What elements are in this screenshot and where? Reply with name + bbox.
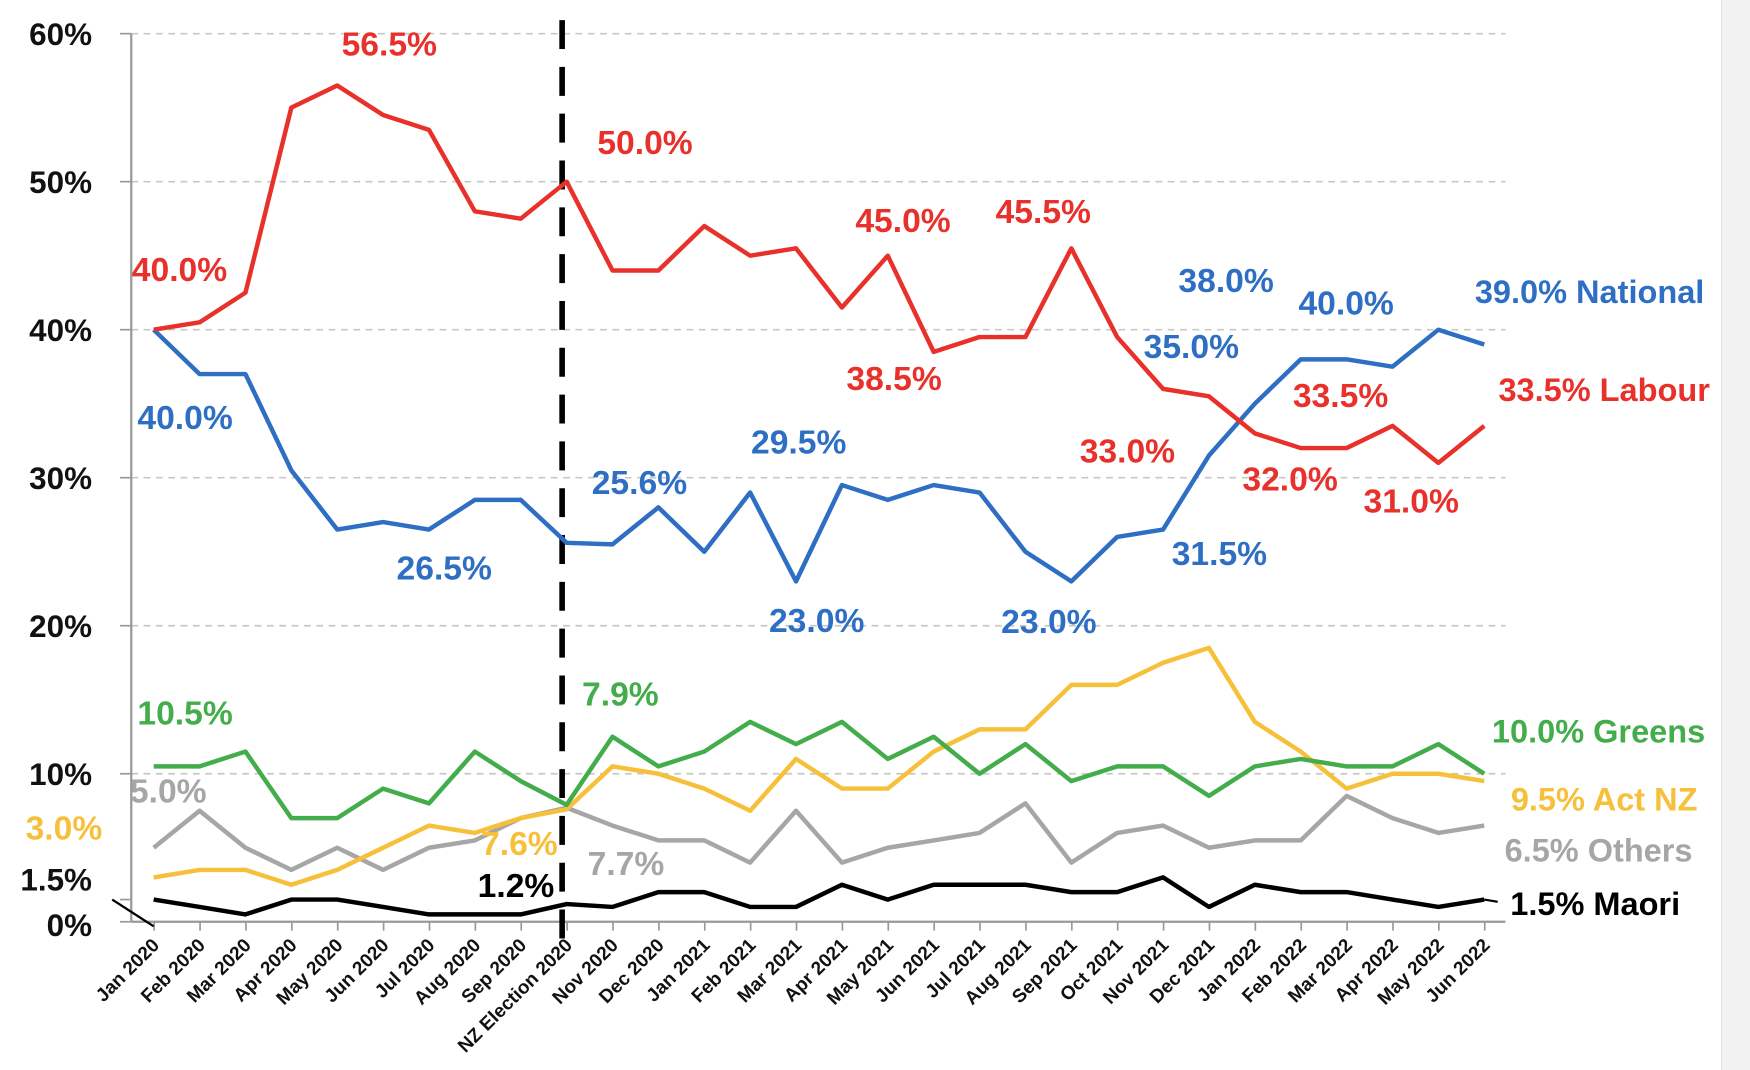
data-label-national: 31.5% [1172,536,1267,573]
data-label-national: 26.5% [397,551,492,588]
data-label-national: 23.0% [769,603,864,640]
series-line-greens [153,719,1486,821]
data-label-national: 40.0% [137,400,232,437]
data-label-labour: 31.0% [1364,484,1459,521]
data-label-labour: 50.0% [597,125,692,162]
data-label-labour: 32.0% [1242,462,1337,499]
data-label-labour: 33.5% Labour [1498,372,1710,408]
data-label-labour: 38.5% [846,361,941,398]
data-label-labour: 33.5% [1293,378,1388,415]
data-label-greens: 7.9% [582,677,659,714]
data-label-labour: 33.0% [1080,434,1175,471]
y-tick-label: 40% [29,313,92,348]
data-label-others: 7.7% [588,846,665,883]
data-label-labour: 45.0% [855,203,950,240]
y-tick-label: 60% [29,17,92,52]
data-label-labour: 45.5% [996,194,1091,231]
data-label-maori: 1.2% [478,868,555,905]
series-line-act-nz [153,645,1485,887]
maori-end-leader [1484,898,1498,903]
data-label-maori: 1.5% Maori [1510,886,1680,922]
data-label-greens: 10.0% Greens [1492,713,1705,749]
series-line-others [152,793,1485,873]
y-tick-label: 1.5% [20,863,92,898]
y-tick-label: 50% [29,165,92,200]
data-label-national: 39.0% National [1475,274,1704,310]
data-label-act-nz: 3.0% [26,810,103,847]
series-line-labour [153,83,1486,466]
window-edge [1721,0,1750,1070]
y-tick-label: 0% [47,908,92,943]
data-label-act-nz: 9.5% Act NZ [1511,781,1698,817]
data-label-labour: 40.0% [132,252,227,289]
data-label-national: 40.0% [1298,285,1393,322]
data-label-labour: 56.5% [342,27,437,64]
data-labels: 40.0% 56.5% 50.0% 45.0% 45.5% 38.5% 33.0% 33.5%… [26,27,1711,922]
series-line-national [152,327,1485,584]
y-tick-label: 10% [29,757,92,792]
series-line-maori [153,875,1485,917]
data-label-greens: 10.5% [137,696,232,733]
maori-leader-line [111,898,155,928]
data-label-act-nz: 7.6% [481,826,558,863]
data-label-national: 38.0% [1178,263,1273,300]
data-label-national: 35.0% [1144,329,1239,366]
data-label-others: 6.5% Others [1505,833,1693,869]
data-label-national: 23.0% [1001,604,1096,641]
y-tick-label: 20% [29,609,92,644]
data-label-national: 25.6% [592,465,687,502]
data-label-national: 29.5% [751,425,846,462]
series-lines [111,83,1498,928]
y-tick-label: 30% [29,461,92,496]
data-label-others: 5.0% [130,774,207,811]
